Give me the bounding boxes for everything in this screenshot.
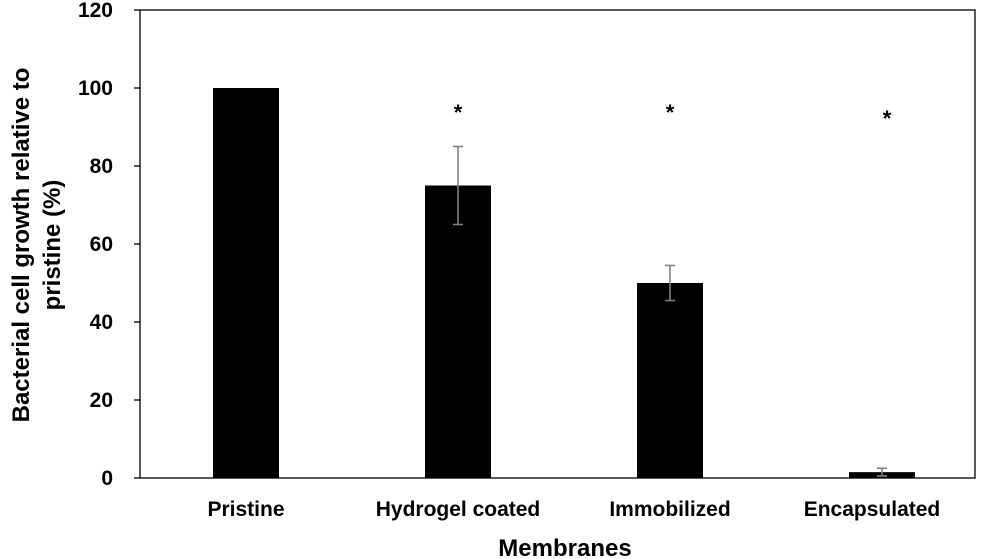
x-axis-title: Membranes (498, 535, 631, 559)
y-tick-label: 20 (90, 389, 113, 412)
error-bar (877, 467, 887, 477)
x-tick-label: Immobilized (609, 498, 730, 521)
y-tick-label: 80 (90, 155, 113, 178)
error-bar-series (453, 145, 887, 477)
y-tick-label: 100 (78, 77, 113, 100)
bar (213, 88, 279, 478)
x-tick-label: Pristine (207, 498, 284, 521)
error-bar (665, 264, 675, 302)
x-axis: Pristine Hydrogel coated Immobilized Encaps… (207, 498, 940, 521)
y-tick-label: 40 (90, 311, 113, 334)
y-tick-label: 0 (101, 467, 113, 490)
bar (637, 283, 703, 478)
bar-series (213, 88, 915, 478)
y-axis: 0 20 40 60 80 100 120 (78, 0, 140, 490)
significance-asterisk: * (454, 100, 463, 125)
bar (425, 185, 491, 478)
significance-asterisk: * (883, 106, 892, 131)
y-tick-label: 60 (90, 233, 113, 256)
annotation-marks: * * * (454, 100, 892, 131)
y-axis-title-line-2: pristine (%) (39, 180, 66, 311)
y-axis-title-line-1: Bacterial cell growth relative to (8, 68, 35, 423)
y-axis-title: Bacterial cell growth relative to pristi… (8, 68, 66, 423)
significance-asterisk: * (666, 100, 675, 125)
x-tick-label: Encapsulated (804, 498, 941, 521)
y-tick-label: 120 (78, 0, 113, 22)
x-tick-label: Hydrogel coated (376, 498, 541, 521)
error-bar (453, 145, 463, 226)
